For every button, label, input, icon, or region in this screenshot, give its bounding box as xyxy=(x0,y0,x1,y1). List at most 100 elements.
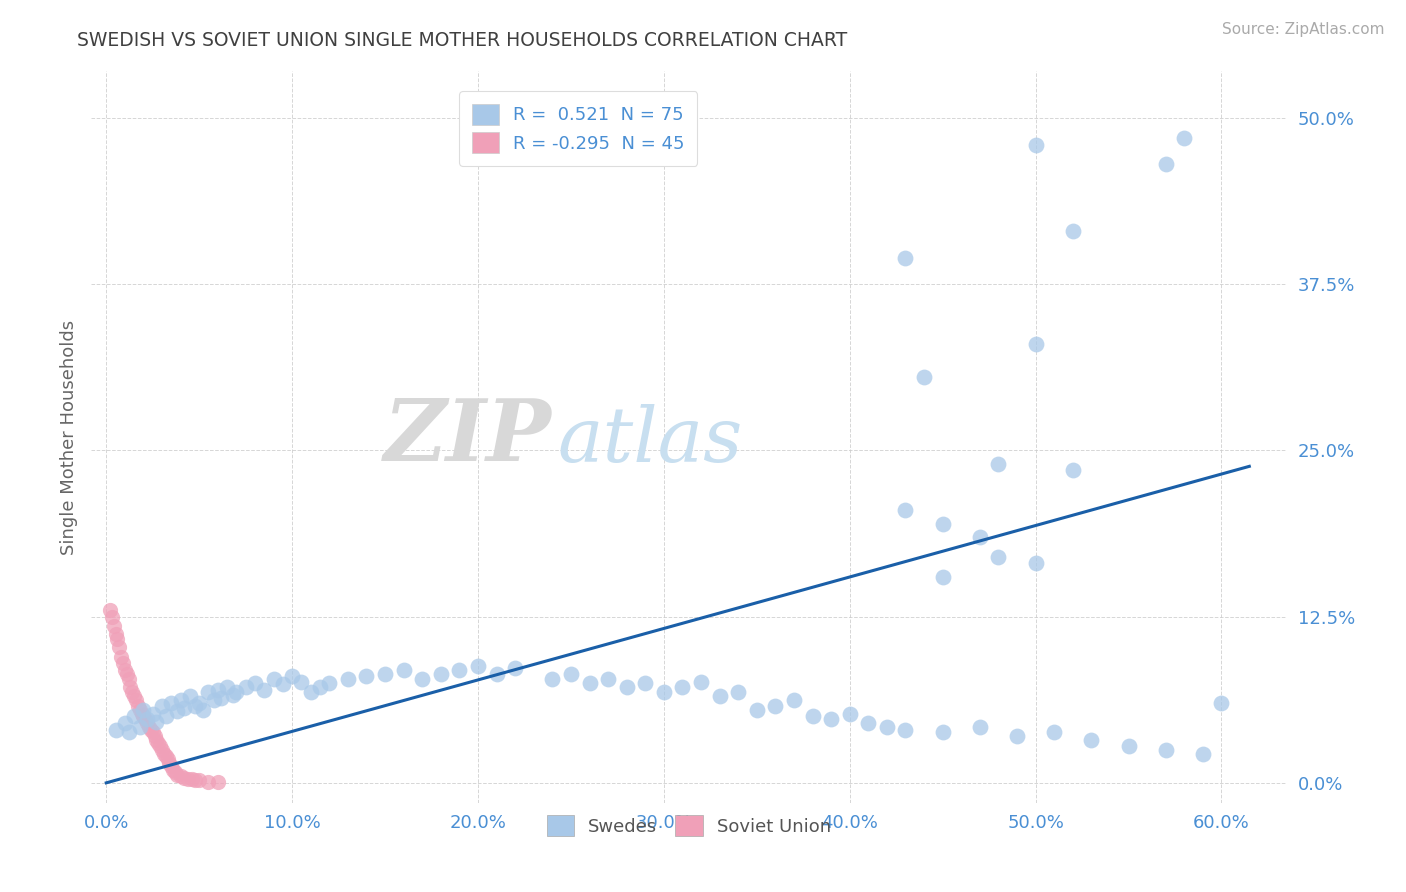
Point xyxy=(1043,725,1066,739)
Point xyxy=(180,772,202,786)
Point xyxy=(392,663,415,677)
Point xyxy=(191,703,214,717)
Point xyxy=(374,666,396,681)
Point xyxy=(894,723,917,737)
Point xyxy=(263,672,285,686)
Point xyxy=(120,680,142,694)
Point xyxy=(987,549,1010,564)
Point xyxy=(179,690,201,704)
Point xyxy=(188,696,211,710)
Point xyxy=(1154,742,1177,756)
Point xyxy=(159,756,181,770)
Point xyxy=(108,640,131,655)
Point xyxy=(430,666,453,681)
Point xyxy=(271,677,294,691)
Y-axis label: Single Mother Households: Single Mother Households xyxy=(59,319,77,555)
Point xyxy=(503,661,526,675)
Point xyxy=(98,603,121,617)
Point xyxy=(150,742,173,756)
Point xyxy=(560,666,582,681)
Point xyxy=(290,674,312,689)
Point xyxy=(838,706,860,721)
Point xyxy=(969,720,991,734)
Point xyxy=(309,680,332,694)
Point xyxy=(149,739,172,753)
Point xyxy=(115,666,138,681)
Point xyxy=(160,758,183,772)
Point xyxy=(634,676,657,690)
Point xyxy=(411,672,433,686)
Point xyxy=(169,769,191,783)
Point xyxy=(1025,337,1047,351)
Point xyxy=(616,680,638,694)
Point xyxy=(110,649,132,664)
Point xyxy=(155,749,177,764)
Point xyxy=(207,682,229,697)
Text: ZIP: ZIP xyxy=(384,395,551,479)
Point xyxy=(1173,131,1195,145)
Point xyxy=(150,698,173,713)
Point xyxy=(169,693,191,707)
Point xyxy=(783,693,806,707)
Text: atlas: atlas xyxy=(558,404,742,478)
Point xyxy=(143,729,166,743)
Point xyxy=(596,672,619,686)
Point xyxy=(127,698,149,713)
Point xyxy=(1118,739,1140,753)
Point xyxy=(122,709,145,723)
Point xyxy=(132,709,155,723)
Point xyxy=(858,716,880,731)
Point xyxy=(177,772,200,786)
Point xyxy=(160,696,183,710)
Point xyxy=(745,703,768,717)
Point xyxy=(243,676,266,690)
Point xyxy=(1154,157,1177,171)
Point xyxy=(104,627,127,641)
Point xyxy=(318,676,340,690)
Point xyxy=(449,663,471,677)
Point xyxy=(128,720,150,734)
Point xyxy=(138,720,160,734)
Point xyxy=(1062,463,1084,477)
Point xyxy=(467,658,489,673)
Point xyxy=(114,716,136,731)
Point xyxy=(166,768,188,782)
Point xyxy=(156,752,179,766)
Point xyxy=(111,656,134,670)
Point xyxy=(336,672,359,686)
Text: SWEDISH VS SOVIET UNION SINGLE MOTHER HOUSEHOLDS CORRELATION CHART: SWEDISH VS SOVIET UNION SINGLE MOTHER HO… xyxy=(77,31,848,50)
Point xyxy=(217,680,239,694)
Point xyxy=(155,709,177,723)
Point xyxy=(671,680,693,694)
Point xyxy=(969,530,991,544)
Point xyxy=(894,503,917,517)
Point xyxy=(139,723,162,737)
Point xyxy=(1080,733,1102,747)
Point xyxy=(122,690,145,704)
Point xyxy=(128,703,150,717)
Point xyxy=(931,725,953,739)
Point xyxy=(211,690,233,705)
Point xyxy=(1005,729,1028,743)
Text: Source: ZipAtlas.com: Source: ZipAtlas.com xyxy=(1222,22,1385,37)
Point xyxy=(107,632,129,647)
Point xyxy=(281,669,304,683)
Legend: Swedes, Soviet Union: Swedes, Soviet Union xyxy=(534,803,844,848)
Point xyxy=(134,712,156,726)
Point xyxy=(173,701,195,715)
Point xyxy=(820,712,842,726)
Point xyxy=(235,680,257,694)
Point xyxy=(253,682,276,697)
Point xyxy=(763,698,786,713)
Point xyxy=(931,516,953,531)
Point xyxy=(1211,696,1233,710)
Point xyxy=(121,685,143,699)
Point xyxy=(876,720,898,734)
Point xyxy=(188,773,211,788)
Point xyxy=(1062,224,1084,238)
Point xyxy=(578,676,600,690)
Point xyxy=(894,251,917,265)
Point xyxy=(221,688,243,702)
Point xyxy=(541,672,564,686)
Point xyxy=(145,714,167,729)
